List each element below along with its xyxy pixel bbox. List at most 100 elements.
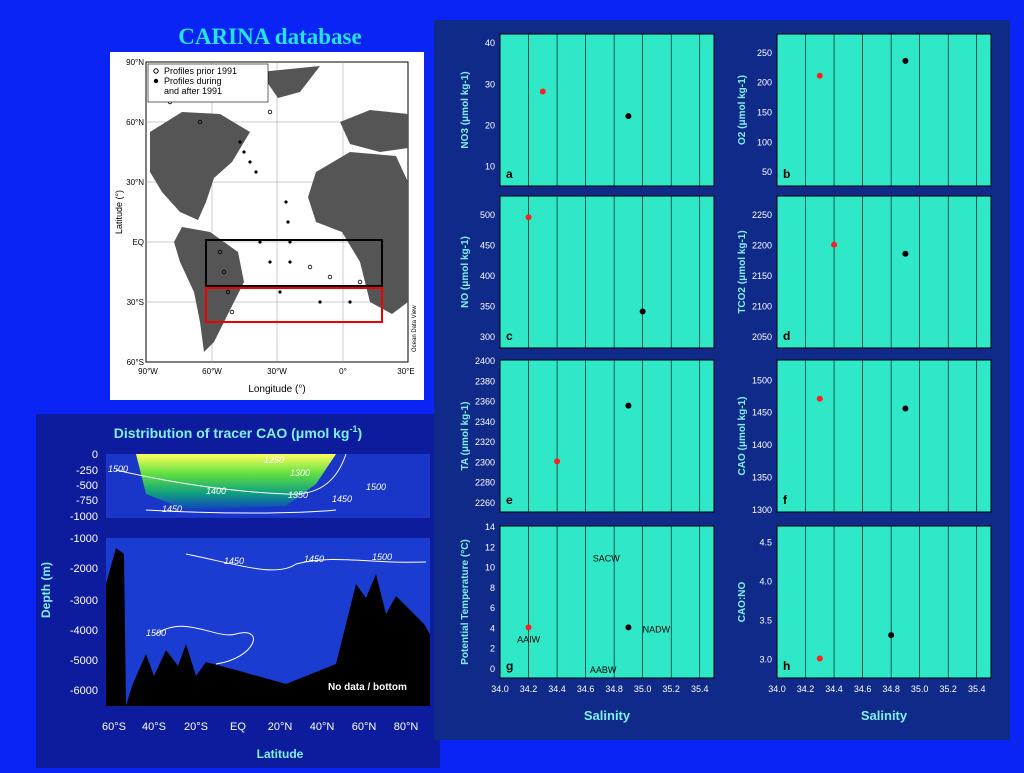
x-tick-label: 34.6: [854, 684, 872, 694]
no-data-label: No data / bottom: [328, 682, 407, 693]
y-tick-label: 2050: [752, 332, 772, 342]
y-axis-label: NO3 (μmol kg-1): [460, 71, 471, 148]
depth-tick: -500: [76, 480, 98, 492]
y-axis-label: TCO2 (μmol kg-1): [737, 230, 748, 313]
map-xlabel: Longitude (°): [248, 384, 305, 395]
contour-label: 1450: [224, 556, 244, 566]
scatter-panel-a: 40 30 20 10 NO3 (μmol kg-1) a: [460, 33, 715, 187]
data-point-red: [816, 655, 823, 662]
station-map-svg: Profiles prior 1991 Profiles during and …: [114, 58, 418, 395]
legend-item-during: Profiles during: [164, 76, 222, 86]
panel-letter: h: [783, 659, 790, 673]
data-point-black: [902, 405, 909, 412]
lat-tick: 30°N: [126, 178, 144, 187]
y-tick-label: 8: [490, 583, 495, 593]
y-axis-label: TA (μmol kg-1): [460, 402, 471, 471]
scatter-panel-c: 500 450 400 350 300 NO (μmol kg-1) c: [460, 195, 715, 349]
slide-title: CARINA database: [178, 24, 362, 49]
y-tick-label: 1400: [752, 440, 772, 450]
x-tick-label: 35.2: [662, 684, 680, 694]
lat-tick: 60°N: [352, 721, 377, 733]
y-tick-label: 1300: [752, 505, 772, 515]
x-axis-label: Salinity: [584, 708, 631, 723]
y-tick-label: 14: [485, 522, 495, 532]
y-tick-label: 20: [485, 120, 495, 130]
scatter-panel-f: 1500 1450 1400 1350 1300 CAO (μmol kg-1) f: [737, 359, 992, 515]
x-tick-label: 35.4: [968, 684, 986, 694]
scatter-panel-g: 14 12 10 8 6 4 2 0 Potential Temperature (°C) g SA…: [460, 522, 715, 723]
contour-label: 1350: [288, 490, 308, 500]
lat-tick: 40°N: [310, 721, 335, 733]
y-axis-label: NO (μmol kg-1): [460, 236, 471, 308]
y-tick-label: 12: [485, 542, 495, 552]
data-point-black: [639, 308, 646, 315]
depth-tick: -750: [76, 495, 98, 507]
x-tick-label: 35.2: [939, 684, 957, 694]
depth-tick: -1000: [70, 533, 98, 545]
y-tick-label: 3.0: [759, 655, 772, 665]
map-legend: [147, 63, 269, 103]
contour-label: 1300: [290, 468, 310, 478]
x-tick-label: 34.0: [768, 684, 786, 694]
legend-open-circle: [153, 68, 159, 74]
plot-area: [776, 33, 992, 187]
lon-tick: 90°W: [138, 367, 158, 376]
station-map: Profiles prior 1991 Profiles during and …: [110, 52, 424, 400]
lat-tick: 20°N: [268, 721, 293, 733]
contour-label: 1500: [146, 628, 166, 638]
y-tick-label: 50: [762, 167, 772, 177]
lat-tick: 20°S: [184, 721, 208, 733]
property-plots: 40 30 20 10 NO3 (μmol kg-1) a 250 200 150 100 50 O2…: [434, 20, 1010, 740]
y-tick-label: 4.5: [759, 538, 772, 548]
contour-label: 1500: [108, 464, 128, 474]
depth-tick: -250: [76, 465, 98, 477]
plot-area: [776, 359, 992, 513]
data-point-red: [525, 624, 532, 631]
y-tick-label: 30: [485, 79, 495, 89]
y-tick-label: 500: [480, 210, 495, 220]
plot-area: [499, 33, 715, 187]
upper-shallow-fill: [136, 454, 336, 510]
scatter-panel-e: 2400 2380 2360 2340 2320 2300 2280 2260 TA (μmol…: [460, 356, 715, 513]
x-tick-label: 34.4: [548, 684, 566, 694]
panel-letter: b: [783, 167, 790, 181]
data-point-black: [888, 632, 895, 639]
y-tick-label: 4: [490, 623, 495, 633]
depth-tick: -6000: [70, 685, 98, 697]
plot-area: [776, 195, 992, 349]
y-tick-label: 2100: [752, 301, 772, 311]
y-tick-label: 400: [480, 271, 495, 281]
y-tick-label: 2340: [475, 417, 495, 427]
legend-filled-circle: [153, 78, 159, 84]
section-title: Distribution of tracer CAO (μmol kg-1): [114, 424, 362, 441]
contour-label: 1450: [304, 554, 324, 564]
x-tick-label: 35.0: [911, 684, 929, 694]
y-tick-label: 1450: [752, 408, 772, 418]
data-point-red: [539, 88, 546, 95]
lon-tick: 30°E: [397, 367, 414, 376]
lat-tick: 60°S: [127, 358, 144, 367]
lat-tick: EQ: [230, 721, 246, 733]
contour-label: 1450: [332, 494, 352, 504]
y-tick-label: 100: [757, 137, 772, 147]
lat-tick: 60°S: [102, 721, 126, 733]
y-tick-label: 1350: [752, 472, 772, 482]
data-point-black: [902, 250, 909, 257]
plot-area: [499, 195, 715, 349]
south-america-land: [174, 227, 244, 352]
x-tick-label: 34.2: [520, 684, 538, 694]
panel-letter: g: [506, 659, 513, 673]
plot-area: [499, 525, 715, 679]
y-tick-label: 2320: [475, 437, 495, 447]
y-tick-label: 2360: [475, 397, 495, 407]
x-tick-label: 34.4: [825, 684, 843, 694]
y-tick-label: 250: [757, 48, 772, 58]
y-axis-label: CAO:NO: [737, 582, 748, 623]
map-ylabel: Latitude (°): [114, 190, 124, 234]
data-point-black: [625, 624, 632, 631]
x-tick-label: 34.6: [577, 684, 595, 694]
y-tick-label: 2260: [475, 498, 495, 508]
depth-tick: -1000: [70, 511, 98, 523]
x-tick-label: 34.2: [797, 684, 815, 694]
